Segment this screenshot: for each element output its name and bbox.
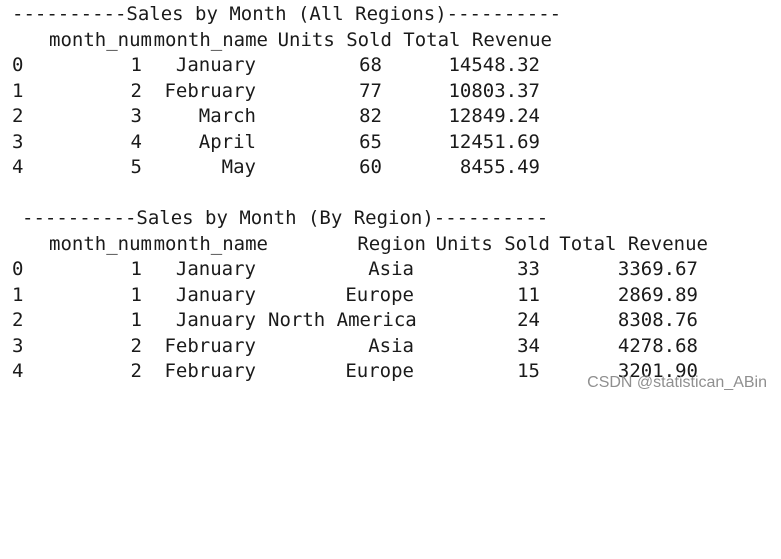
region-cell: Asia bbox=[368, 258, 414, 280]
table-row: 2 3 March 82 12849.24 bbox=[0, 104, 540, 129]
table-row: 4 2 February Europe 15 3201.90 bbox=[0, 359, 698, 384]
units-sold-cell: 34 bbox=[517, 335, 540, 357]
table-row: 1 2 February 77 10803.37 bbox=[0, 79, 540, 104]
row-index: 1 bbox=[12, 80, 24, 102]
total-revenue-cell: 12849.24 bbox=[448, 105, 540, 127]
total-revenue-cell: 2869.89 bbox=[617, 284, 698, 306]
section1-title-text: ----------Sales by Month (All Regions)--… bbox=[12, 3, 562, 25]
month-num-cell: 2 bbox=[130, 80, 142, 102]
units-sold-cell: 60 bbox=[359, 156, 382, 178]
col-month-name-header: month_name bbox=[153, 29, 268, 51]
table-row: 3 2 February Asia 34 4278.68 bbox=[0, 334, 698, 359]
units-sold-cell: 33 bbox=[517, 258, 540, 280]
total-revenue-cell: 10803.37 bbox=[448, 80, 540, 102]
csdn-watermark: CSDN @statistican_ABin bbox=[587, 374, 767, 391]
row-index: 2 bbox=[12, 309, 24, 331]
table-row: 0 1 January Asia 33 3369.67 bbox=[0, 257, 698, 282]
units-sold-cell: 68 bbox=[359, 54, 382, 76]
region-cell: North America bbox=[268, 309, 417, 331]
col-total-revenue-header: Total Revenue bbox=[559, 233, 708, 255]
col-month-name-header: month_name bbox=[153, 233, 268, 255]
region-cell: Asia bbox=[368, 335, 414, 357]
month-name-cell: May bbox=[221, 156, 256, 178]
row-index: 0 bbox=[12, 54, 24, 76]
month-name-cell: February bbox=[164, 80, 256, 102]
section1-title: ----------Sales by Month (All Regions)--… bbox=[0, 2, 561, 27]
col-month-num-header: month_num bbox=[49, 29, 152, 51]
month-num-cell: 1 bbox=[130, 309, 142, 331]
console-output: ----------Sales by Month (All Regions)--… bbox=[0, 2, 767, 391]
col-region-header: Region bbox=[357, 233, 426, 255]
col-total-revenue-header: Total Revenue bbox=[403, 29, 552, 51]
units-sold-cell: 11 bbox=[517, 284, 540, 306]
total-revenue-cell: 3369.67 bbox=[617, 258, 698, 280]
section2-header-row: month_num month_name Region Units Sold T… bbox=[0, 232, 708, 257]
col-month-num-header: month_num bbox=[49, 233, 152, 255]
units-sold-cell: 15 bbox=[517, 360, 540, 382]
section2-title: ----------Sales by Month (By Region)----… bbox=[0, 206, 548, 231]
row-index: 2 bbox=[12, 105, 24, 127]
region-cell: Europe bbox=[345, 360, 414, 382]
units-sold-cell: 65 bbox=[359, 131, 382, 153]
region-cell: Europe bbox=[345, 284, 414, 306]
total-revenue-cell: 12451.69 bbox=[448, 131, 540, 153]
month-name-cell: January bbox=[175, 309, 256, 331]
total-revenue-cell: 14548.32 bbox=[448, 54, 540, 76]
month-num-cell: 1 bbox=[130, 258, 142, 280]
total-revenue-cell: 8455.49 bbox=[459, 156, 540, 178]
units-sold-cell: 82 bbox=[359, 105, 382, 127]
row-index: 4 bbox=[12, 360, 24, 382]
row-index: 0 bbox=[12, 258, 24, 280]
col-units-sold-header: Units Sold bbox=[277, 29, 392, 51]
month-num-cell: 3 bbox=[130, 105, 142, 127]
total-revenue-cell: 3201.90 bbox=[617, 360, 698, 382]
row-index: 4 bbox=[12, 156, 24, 178]
table-row: 4 5 May 60 8455.49 bbox=[0, 155, 540, 180]
total-revenue-cell: 8308.76 bbox=[617, 309, 698, 331]
section2-title-text: ----------Sales by Month (By Region)----… bbox=[22, 207, 549, 229]
table-row: 1 1 January Europe 11 2869.89 bbox=[0, 283, 698, 308]
row-index: 3 bbox=[12, 131, 24, 153]
total-revenue-cell: 4278.68 bbox=[617, 335, 698, 357]
month-name-cell: February bbox=[164, 360, 256, 382]
table-row: 3 4 April 65 12451.69 bbox=[0, 130, 540, 155]
units-sold-cell: 24 bbox=[517, 309, 540, 331]
row-index: 1 bbox=[12, 284, 24, 306]
month-num-cell: 2 bbox=[130, 360, 142, 382]
month-name-cell: March bbox=[198, 105, 256, 127]
row-index: 3 bbox=[12, 335, 24, 357]
col-units-sold-header: Units Sold bbox=[435, 233, 550, 255]
table-row: 0 1 January 68 14548.32 bbox=[0, 53, 540, 78]
month-name-cell: February bbox=[164, 335, 256, 357]
month-name-cell: January bbox=[175, 284, 256, 306]
month-name-cell: January bbox=[175, 258, 256, 280]
section1-header-row: month_num month_name Units Sold Total Re… bbox=[0, 28, 552, 53]
month-num-cell: 1 bbox=[130, 284, 142, 306]
units-sold-cell: 77 bbox=[359, 80, 382, 102]
month-name-cell: April bbox=[198, 131, 256, 153]
month-name-cell: January bbox=[175, 54, 256, 76]
table-row: 2 1 January North America 24 8308.76 bbox=[0, 308, 698, 333]
month-num-cell: 1 bbox=[130, 54, 142, 76]
month-num-cell: 2 bbox=[130, 335, 142, 357]
month-num-cell: 5 bbox=[130, 156, 142, 178]
month-num-cell: 4 bbox=[130, 131, 142, 153]
